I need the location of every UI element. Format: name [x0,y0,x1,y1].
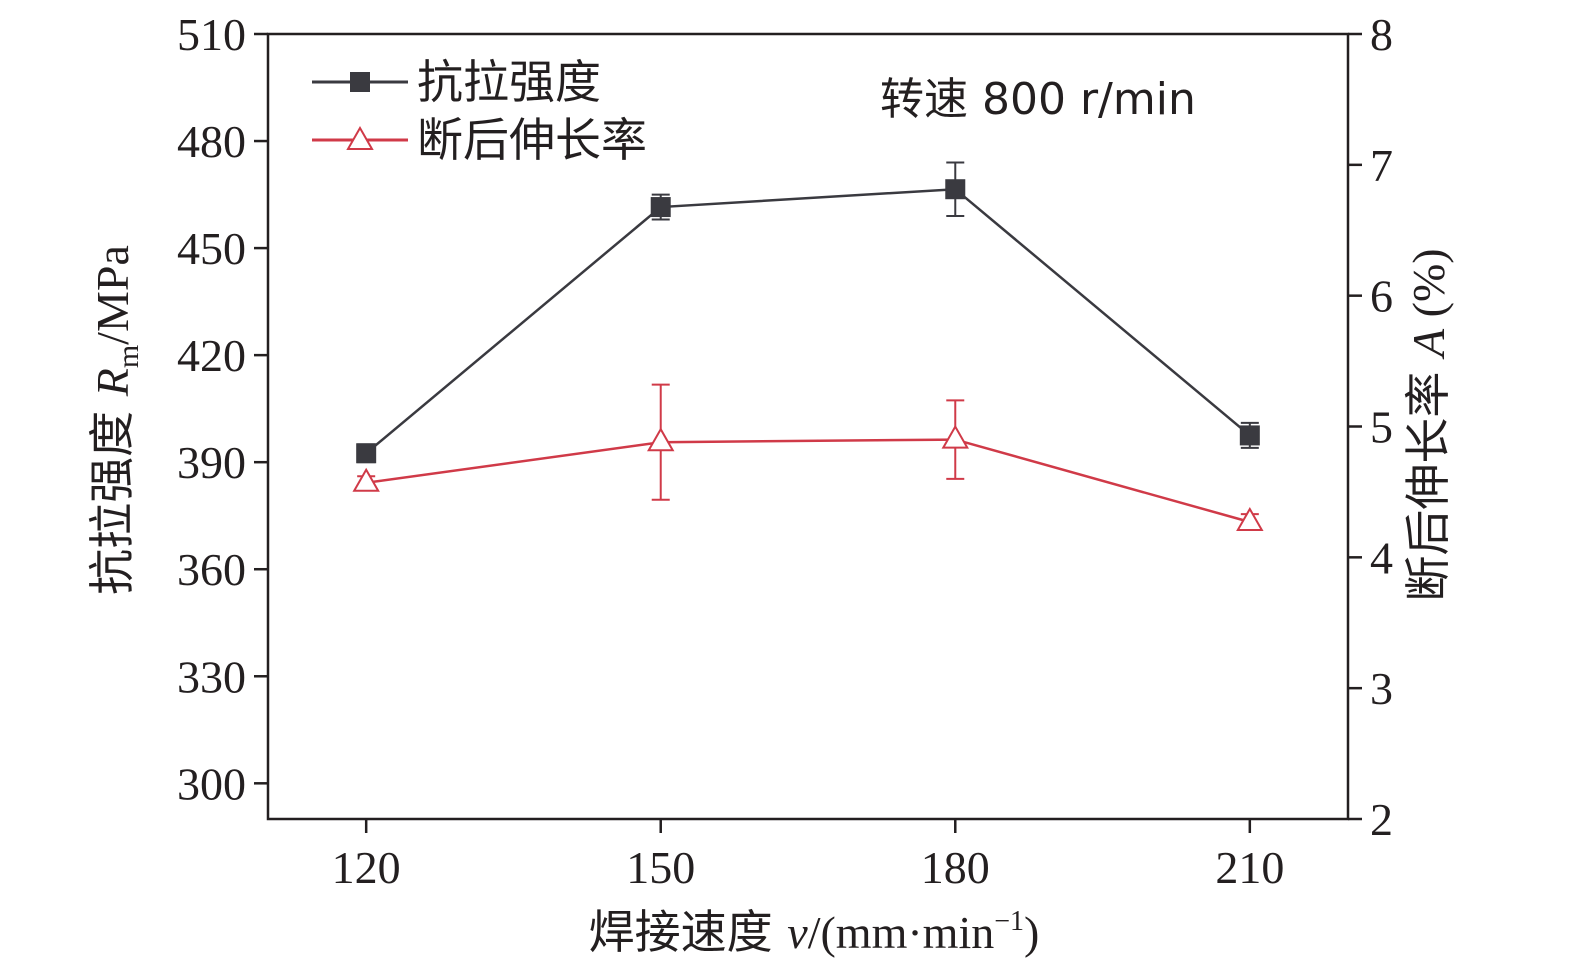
y-axis-right-title: 断后伸长率 A (%) [1401,248,1455,601]
series-layer [352,161,1264,532]
data-point [1239,425,1260,446]
y-axis-left-title: 抗拉强度 Rm/MPa [85,245,145,595]
y-left-tick-label: 450 [177,223,246,274]
y-right-tick-label: 2 [1370,794,1393,845]
data-point [941,424,969,449]
x-axis-title: 焊接速度 v/(mm·min−1) [589,905,1040,959]
y-right-tick-label: 3 [1370,663,1393,714]
data-point [647,427,675,452]
y-right-tick-label: 6 [1370,271,1393,322]
y-left-tick-label: 480 [177,116,246,167]
x-tick-label: 150 [626,842,695,893]
legend-label-tensile: 抗拉强度 [417,55,601,109]
y-left-tick-label: 330 [177,651,246,702]
data-point [1236,506,1264,532]
y-left-tick-label: 420 [177,330,246,381]
data-point [356,443,377,464]
data-point [945,179,966,200]
legend: 抗拉强度 断后伸长率 [312,55,647,167]
annotation-rotation-speed: 转速 800 r/min [880,74,1196,125]
series-line [365,187,1251,455]
legend-label-elongation: 断后伸长率 [417,113,647,167]
y-left-tick-label: 360 [177,544,246,595]
y-right-tick-label: 5 [1370,402,1393,453]
y-left-tick-label: 390 [177,437,246,488]
legend-marker-elongation [346,125,374,150]
series-line [366,438,1251,524]
y-right-tick-label: 8 [1370,9,1393,60]
y-left-tick-label: 300 [177,758,246,809]
x-tick-label: 210 [1215,842,1284,893]
series-tensile-strength [356,161,1260,464]
y-right-tick-label: 7 [1370,140,1393,191]
data-point [352,467,380,492]
series-elongation [352,383,1264,532]
legend-marker-tensile [350,72,370,92]
axes: 120 150 180 210 300 330 360 390 420 450 480 510 2 3 4 5… [177,9,1393,893]
y-left-tick-label: 510 [177,9,246,60]
x-tick-label: 120 [332,842,401,893]
x-tick-label: 180 [921,842,990,893]
y-right-tick-label: 4 [1370,532,1393,583]
data-point [650,197,671,218]
